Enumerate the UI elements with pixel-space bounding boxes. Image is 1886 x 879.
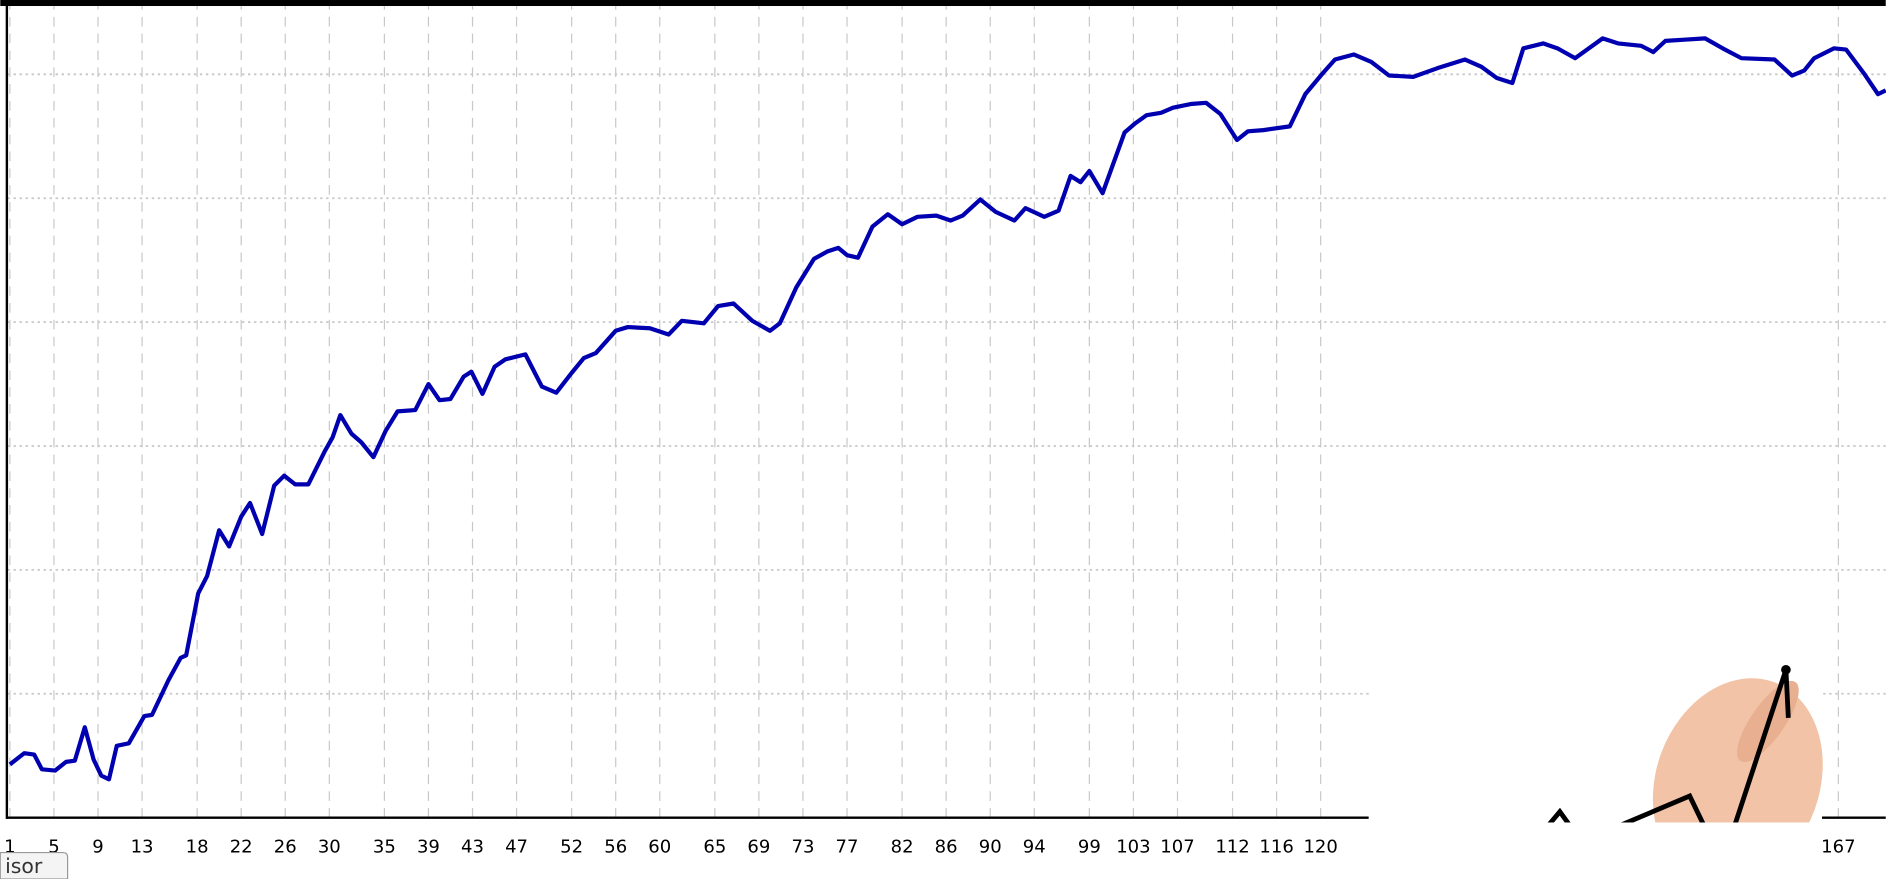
x-tick-label: 107 [1160,837,1194,858]
tab-label[interactable]: isor [5,854,43,878]
x-tick-label: 77 [836,837,859,858]
x-tick-label: 65 [703,837,726,858]
x-tick-label: 52 [560,837,583,858]
x-tick-label: 73 [791,837,814,858]
x-tick-label: 86 [935,837,958,858]
x-tick-label: 47 [505,837,528,858]
illustration-mask [1370,822,1822,879]
chart: 1591318222630353943475256606569737782869… [0,0,1886,879]
pen-tip [1781,665,1791,675]
x-tick-label: 90 [979,837,1002,858]
x-tick-label: 94 [1023,837,1046,858]
x-tick-label: 116 [1259,837,1293,858]
top-border [0,0,1885,6]
tab[interactable]: isor [0,853,67,879]
x-tick-label: 56 [604,837,627,858]
x-tick-label: 39 [417,837,440,858]
x-tick-label: 22 [230,837,253,858]
x-tick-label: 103 [1116,837,1150,858]
x-tick-label: 43 [461,837,484,858]
x-tick-label: 13 [131,837,154,858]
x-tick-label: 60 [648,837,671,858]
x-tick-label: 69 [747,837,770,858]
x-tick-label: 112 [1215,837,1249,858]
x-tick-label: 18 [186,837,209,858]
x-tick-label: 99 [1078,837,1101,858]
x-tick-label: 30 [318,837,341,858]
x-tick-label: 26 [274,837,297,858]
x-tick-label: 9 [92,837,103,858]
page: 1591318222630353943475256606569737782869… [0,0,1886,879]
x-tick-label: 82 [891,837,914,858]
x-tick-label: 167 [1821,837,1855,858]
x-tick-label: 120 [1303,837,1337,858]
x-tick-label: 35 [373,837,396,858]
